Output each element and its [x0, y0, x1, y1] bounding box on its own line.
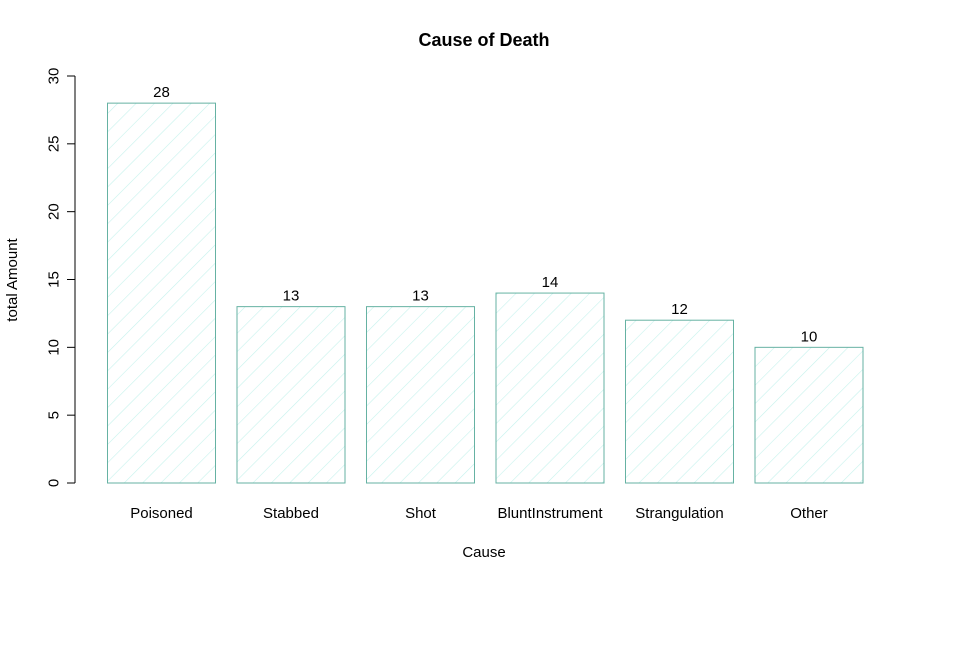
bar-value-label: 12 [671, 301, 688, 318]
chart-title: Cause of Death [418, 30, 549, 50]
x-category-label: Stabbed [263, 505, 319, 522]
bar-bluntinstrument [495, 292, 605, 484]
x-category-label: Other [790, 505, 828, 522]
y-tick-label: 25 [45, 135, 62, 152]
y-tick-label: 5 [45, 411, 62, 419]
x-category-label: BluntInstrument [497, 505, 603, 522]
bar-value-label: 28 [153, 84, 170, 101]
x-axis-label: Cause [462, 544, 505, 561]
bar-value-label: 13 [283, 288, 300, 305]
bars-group: 28 Poisoned 13 Stabbed 13 Shot 14 BluntInstrume… [107, 84, 864, 522]
x-category-label: Poisoned [130, 505, 193, 522]
y-tick-label: 20 [45, 203, 62, 220]
bar-stabbed [236, 306, 346, 484]
bar-value-label: 14 [542, 274, 559, 291]
bar-value-label: 10 [801, 328, 818, 345]
x-category-label: Strangulation [635, 505, 723, 522]
x-category-label: Shot [405, 505, 437, 522]
bar-other [754, 346, 864, 484]
y-tick-label: 10 [45, 339, 62, 356]
bar-shot [366, 306, 475, 484]
bar-poisoned [107, 102, 216, 484]
y-tick-label: 0 [45, 479, 62, 487]
y-tick-label: 30 [45, 68, 62, 85]
y-tick-label: 15 [45, 271, 62, 288]
bar-strangulation [625, 319, 734, 484]
y-axis-label: total Amount [4, 237, 21, 321]
bar-value-label: 13 [412, 288, 429, 305]
y-axis: 0 5 10 15 20 25 30 [45, 68, 76, 487]
